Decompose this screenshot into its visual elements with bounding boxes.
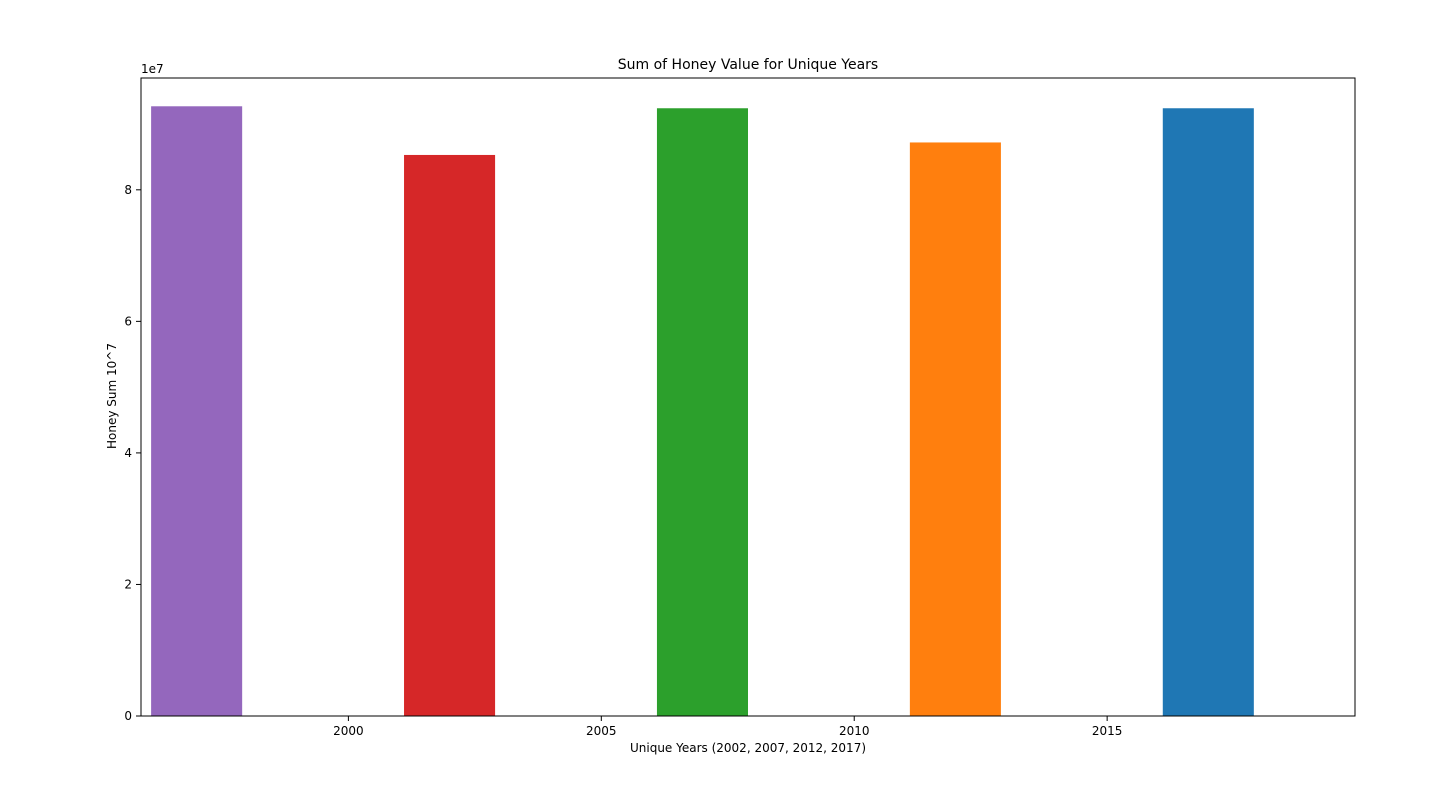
y-tick-label: 2: [124, 577, 132, 591]
y-tick-label: 4: [124, 446, 132, 460]
y-axis-ticks: 0 2 4 6 8: [124, 183, 141, 723]
y-tick-label: 0: [124, 709, 132, 723]
y-axis-offset-label: 1e7: [141, 62, 164, 76]
x-tick-label: 2010: [839, 724, 870, 738]
x-tick-label: 2015: [1092, 724, 1123, 738]
x-tick-label: 2000: [333, 724, 364, 738]
plot-frame: [140, 77, 1356, 717]
x-axis-ticks: 2000 2005 2010 2015: [333, 716, 1122, 738]
y-axis-label: Honey Sum 10^7: [105, 343, 119, 449]
bar-2002: [404, 154, 496, 716]
bars-group: [151, 106, 1254, 716]
x-tick-label: 2005: [586, 724, 617, 738]
x-axis-label: Unique Years (2002, 2007, 2012, 2017): [630, 741, 866, 755]
y-tick-label: 8: [124, 183, 132, 197]
bar-1997: [151, 106, 243, 716]
bar-2007: [656, 108, 748, 716]
bar-2012: [909, 142, 1001, 716]
y-tick-label: 6: [124, 314, 132, 328]
chart-title: Sum of Honey Value for Unique Years: [618, 57, 878, 73]
bar-2017: [1162, 108, 1254, 716]
